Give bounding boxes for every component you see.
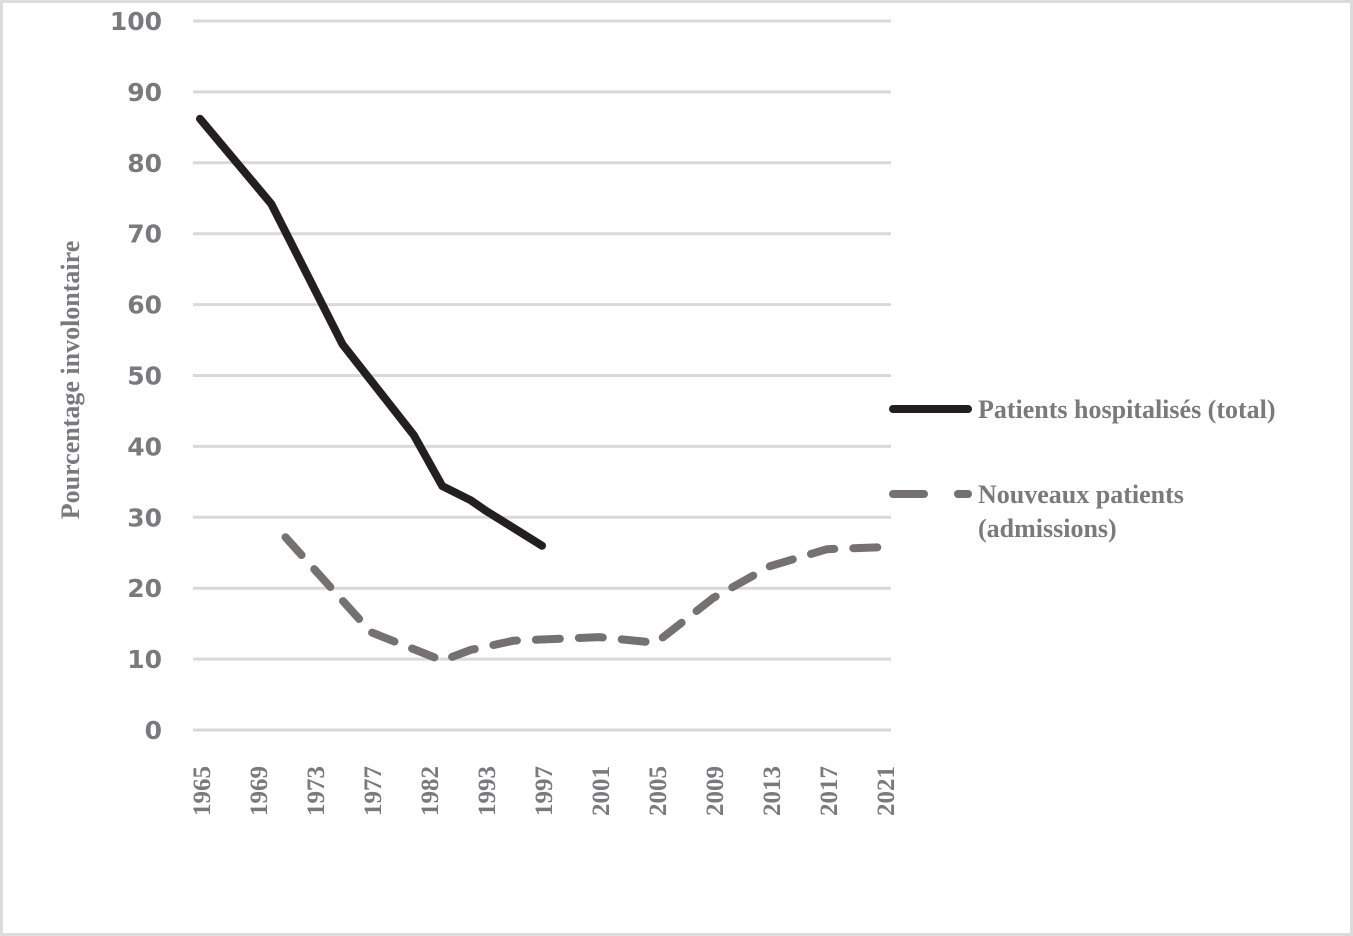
y-tick-label: 10 xyxy=(127,645,162,674)
y-tick-label: 30 xyxy=(127,503,162,532)
gridlines xyxy=(193,19,891,732)
y-tick-label: 80 xyxy=(127,149,162,178)
x-tick-label: 1993 xyxy=(474,766,501,816)
y-tick-label: 40 xyxy=(127,432,162,461)
y-axis-label: Pourcentage involontaire xyxy=(56,241,85,520)
y-tick-label: 60 xyxy=(127,291,162,320)
y-tick-label: 0 xyxy=(145,716,162,745)
x-tick-label: 1982 xyxy=(417,766,444,816)
x-axis-ticks: 1965 1969 1973 1977 1982 1993 1997 2001 2005 2009… xyxy=(189,766,900,816)
series-lines xyxy=(196,114,888,665)
x-tick-label: 2017 xyxy=(816,766,843,816)
x-tick-label: 1997 xyxy=(531,766,558,816)
legend-label-admissions-line2: (admissions) xyxy=(978,514,1117,543)
x-tick-label: 2013 xyxy=(759,766,786,816)
series-line-new-admissions xyxy=(281,533,888,665)
y-tick-label: 70 xyxy=(127,220,162,249)
y-axis-ticks: 0 10 20 30 40 50 60 70 80 90 100 xyxy=(110,7,162,745)
y-axis-title: Pourcentage involontaire xyxy=(56,241,85,520)
y-tick-label: 100 xyxy=(110,7,162,36)
x-tick-label: 1965 xyxy=(189,766,216,816)
y-tick-label: 50 xyxy=(127,362,162,391)
y-tick-label: 90 xyxy=(127,78,162,107)
x-tick-label: 2021 xyxy=(873,766,900,816)
series-line-total-hospitalized xyxy=(196,114,546,550)
x-tick-label: 2009 xyxy=(702,766,729,816)
x-tick-label: 1973 xyxy=(303,766,330,816)
x-tick-label: 2001 xyxy=(588,766,615,816)
x-tick-label: 1977 xyxy=(360,766,387,816)
legend: Patients hospitalisés (total) Nouveaux pa… xyxy=(889,395,1276,543)
x-tick-label: 1969 xyxy=(246,766,273,816)
x-tick-label: 2005 xyxy=(645,766,672,816)
legend-label-admissions-line1: Nouveaux patients xyxy=(978,480,1184,509)
y-tick-label: 20 xyxy=(127,574,162,603)
legend-label-total: Patients hospitalisés (total) xyxy=(978,395,1276,424)
